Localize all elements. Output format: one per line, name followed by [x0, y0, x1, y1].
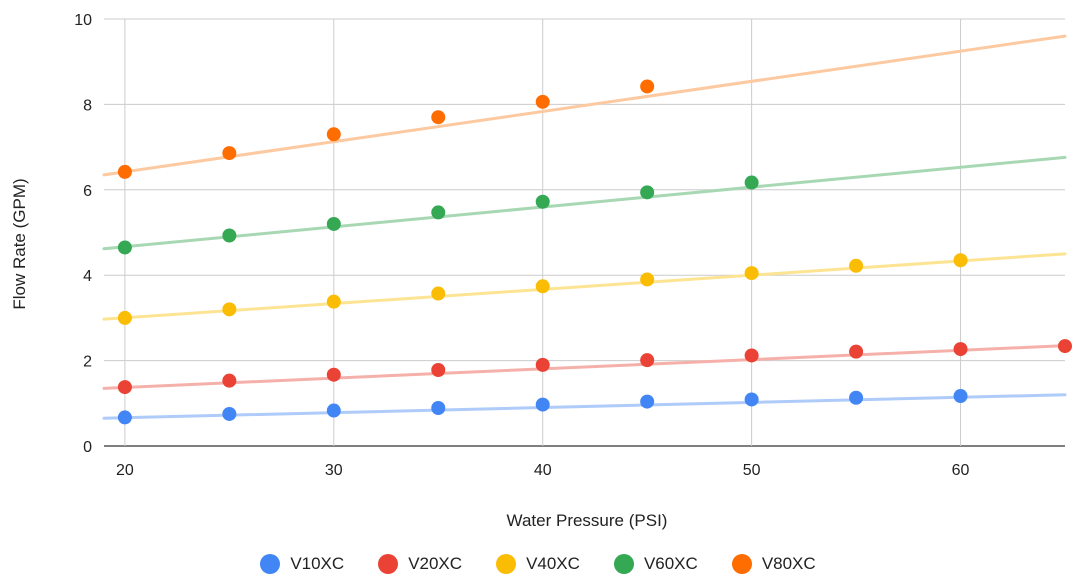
trendline-v80xc [102, 34, 1067, 177]
data-point-v40xc [640, 272, 655, 287]
legend-item-v40xc: V40XC [496, 554, 580, 574]
data-point-v80xc [431, 110, 446, 125]
legend-item-v80xc: V80XC [731, 554, 816, 574]
legend: V10XC V20XC V40XC V60XC V80XC [0, 552, 1076, 576]
legend-item-v20xc: V20XC [378, 554, 462, 574]
data-point-v60xc [431, 205, 446, 220]
data-point-v10xc [431, 400, 446, 415]
data-point-v20xc [431, 362, 446, 377]
data-point-v40xc [744, 266, 759, 281]
legend-marker [260, 554, 281, 574]
legend-label: V40XC [526, 554, 580, 573]
data-point-v10xc [953, 389, 968, 404]
data-point-v20xc [744, 348, 759, 363]
legend-label: V60XC [643, 554, 698, 573]
legend-marker [731, 554, 752, 574]
legend-label: V80XC [761, 554, 816, 573]
x-tick-label: 60 [952, 462, 970, 479]
data-point-v80xc [640, 79, 655, 94]
data-point-v40xc [535, 279, 550, 294]
legend-label: V20XC [408, 554, 463, 573]
data-point-v10xc [640, 394, 655, 409]
legend-marker [613, 554, 634, 574]
data-point-v20xc [953, 342, 968, 357]
legend-marker [378, 554, 399, 574]
data-point-v40xc [117, 310, 132, 325]
data-point-v20xc [326, 367, 341, 382]
data-point-v20xc [535, 357, 550, 372]
trendline-v60xc [102, 155, 1067, 251]
data-point-v10xc [222, 406, 237, 421]
data-point-v20xc [222, 373, 237, 388]
data-point-v80xc [222, 146, 237, 161]
data-point-v60xc [640, 185, 655, 200]
x-tick-label: 20 [116, 462, 134, 479]
data-point-v40xc [431, 286, 446, 301]
data-point-v80xc [326, 127, 341, 142]
data-point-v60xc [535, 194, 550, 209]
data-point-v40xc [326, 294, 341, 309]
data-point-v80xc [117, 164, 132, 179]
data-point-v10xc [326, 403, 341, 418]
y-tick-label: 4 [83, 268, 92, 285]
legend-item-v10xc: V10XC [260, 554, 344, 574]
data-point-v10xc [117, 410, 132, 425]
data-point-v20xc [640, 353, 655, 368]
trendline-v40xc [102, 252, 1067, 321]
y-tick-label: 0 [83, 439, 92, 456]
data-point-v80xc [535, 94, 550, 109]
y-axis-title: Flow Rate (GPM) [10, 178, 29, 309]
x-tick-label: 40 [534, 462, 552, 479]
y-tick-label: 2 [83, 354, 92, 371]
data-point-v20xc [1058, 339, 1072, 354]
data-point-v60xc [117, 240, 132, 255]
y-tick-label: 6 [83, 183, 92, 200]
data-point-v60xc [326, 216, 341, 231]
legend-marker [496, 554, 517, 574]
y-tick-label: 8 [83, 97, 92, 114]
trendlines [102, 34, 1067, 420]
x-axis-title: Water Pressure (PSI) [507, 511, 668, 530]
data-point-v40xc [222, 302, 237, 317]
legend-label: V10XC [290, 554, 345, 573]
x-axis-ticks: 20 30 40 50 60 [116, 462, 970, 479]
x-tick-label: 30 [325, 462, 343, 479]
data-point-v60xc [744, 175, 759, 190]
trendline-v10xc [102, 393, 1067, 420]
data-point-v10xc [744, 392, 759, 407]
data-point-v20xc [849, 344, 864, 359]
x-tick-label: 50 [743, 462, 761, 479]
data-point-v40xc [849, 258, 864, 273]
legend-item-v60xc: V60XC [613, 554, 698, 574]
data-point-v20xc [117, 380, 132, 395]
data-point-v10xc [849, 390, 864, 405]
data-point-v10xc [535, 397, 550, 412]
data-point-v40xc [953, 253, 968, 268]
y-tick-label: 10 [74, 12, 92, 29]
data-point-v60xc [222, 228, 237, 243]
data-points [117, 79, 1072, 425]
y-axis-ticks: 0 2 4 6 8 10 [74, 12, 92, 456]
trendline-v20xc [102, 344, 1067, 390]
